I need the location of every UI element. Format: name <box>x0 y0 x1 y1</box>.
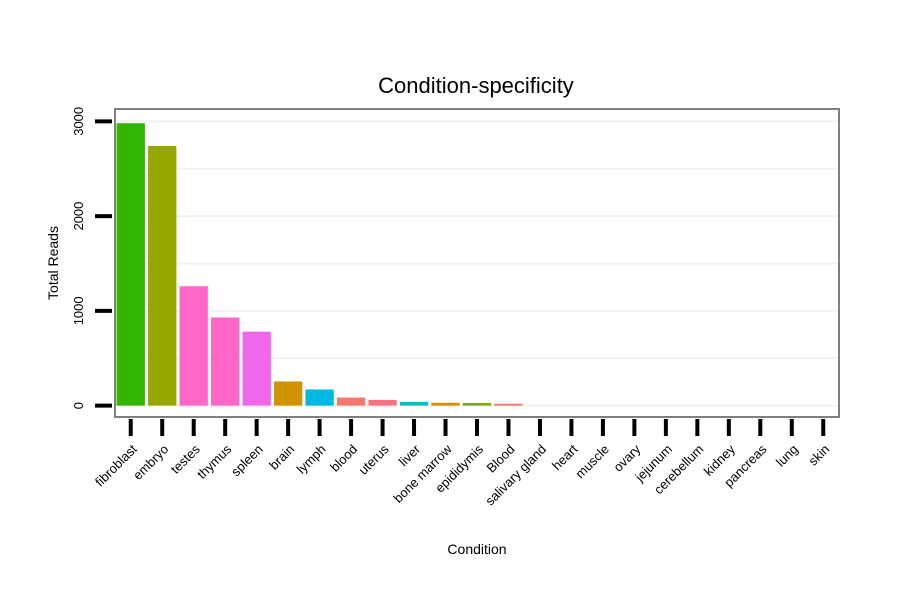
bar-testes <box>179 286 208 406</box>
bars <box>116 123 523 406</box>
y-tick-label: 2000 <box>71 202 86 231</box>
x-tick-label: skin <box>805 442 832 469</box>
bar-liver <box>399 401 429 406</box>
plot-panel-border <box>114 108 840 418</box>
y-axis-title: Total Reads <box>45 226 61 300</box>
x-tick-label: fibroblast <box>92 441 140 489</box>
x-tick-label: muscle <box>572 442 612 482</box>
bar-lymph <box>305 389 334 406</box>
y-tick-label: 3000 <box>71 107 86 136</box>
x-tick-label: spleen <box>228 442 266 480</box>
x-tick-label: lymph <box>294 442 329 477</box>
x-tick-label: thymus <box>194 441 235 482</box>
bar-blood <box>336 397 366 406</box>
x-tick-label: uterus <box>356 441 393 478</box>
x-tick-label: brain <box>266 442 297 473</box>
chart-title: Condition-specificity <box>378 73 574 98</box>
bar-epididymis <box>462 402 492 406</box>
bar-embryo <box>148 145 177 406</box>
bar-brain <box>273 381 303 406</box>
y-axis: 0 1000 2000 3000 <box>71 107 112 409</box>
x-tick-label: embryo <box>130 442 171 483</box>
bar-blood <box>494 403 523 406</box>
x-tick-label: lung <box>773 442 801 470</box>
x-axis-title: Condition <box>447 541 506 557</box>
bar-thymus <box>211 317 240 406</box>
bar-fibroblast <box>116 123 145 406</box>
y-tick-label: 0 <box>71 402 86 409</box>
x-tick-label: blood <box>327 442 360 475</box>
y-tick-label: 1000 <box>71 296 86 325</box>
bar-bone-marrow <box>431 402 460 406</box>
bar-spleen <box>242 331 271 406</box>
bar-uterus <box>368 399 397 406</box>
